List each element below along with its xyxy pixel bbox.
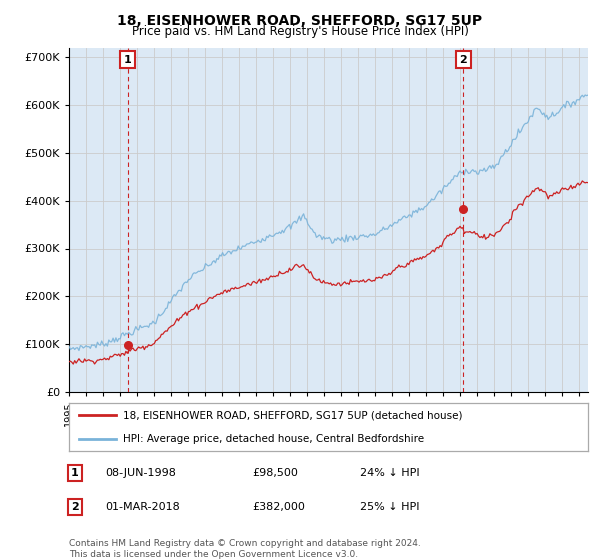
Text: HPI: Average price, detached house, Central Bedfordshire: HPI: Average price, detached house, Cent… [124, 434, 425, 444]
Text: 1: 1 [71, 468, 79, 478]
Text: 18, EISENHOWER ROAD, SHEFFORD, SG17 5UP: 18, EISENHOWER ROAD, SHEFFORD, SG17 5UP [118, 14, 482, 28]
Text: 08-JUN-1998: 08-JUN-1998 [105, 468, 176, 478]
Text: 18, EISENHOWER ROAD, SHEFFORD, SG17 5UP (detached house): 18, EISENHOWER ROAD, SHEFFORD, SG17 5UP … [124, 410, 463, 420]
Text: 2: 2 [71, 502, 79, 512]
Text: 1: 1 [124, 55, 131, 64]
Text: 2: 2 [460, 55, 467, 64]
Text: Price paid vs. HM Land Registry's House Price Index (HPI): Price paid vs. HM Land Registry's House … [131, 25, 469, 38]
Text: Contains HM Land Registry data © Crown copyright and database right 2024.
This d: Contains HM Land Registry data © Crown c… [69, 539, 421, 559]
Text: £382,000: £382,000 [252, 502, 305, 512]
Text: 24% ↓ HPI: 24% ↓ HPI [360, 468, 419, 478]
Text: 01-MAR-2018: 01-MAR-2018 [105, 502, 180, 512]
Text: 25% ↓ HPI: 25% ↓ HPI [360, 502, 419, 512]
Text: £98,500: £98,500 [252, 468, 298, 478]
